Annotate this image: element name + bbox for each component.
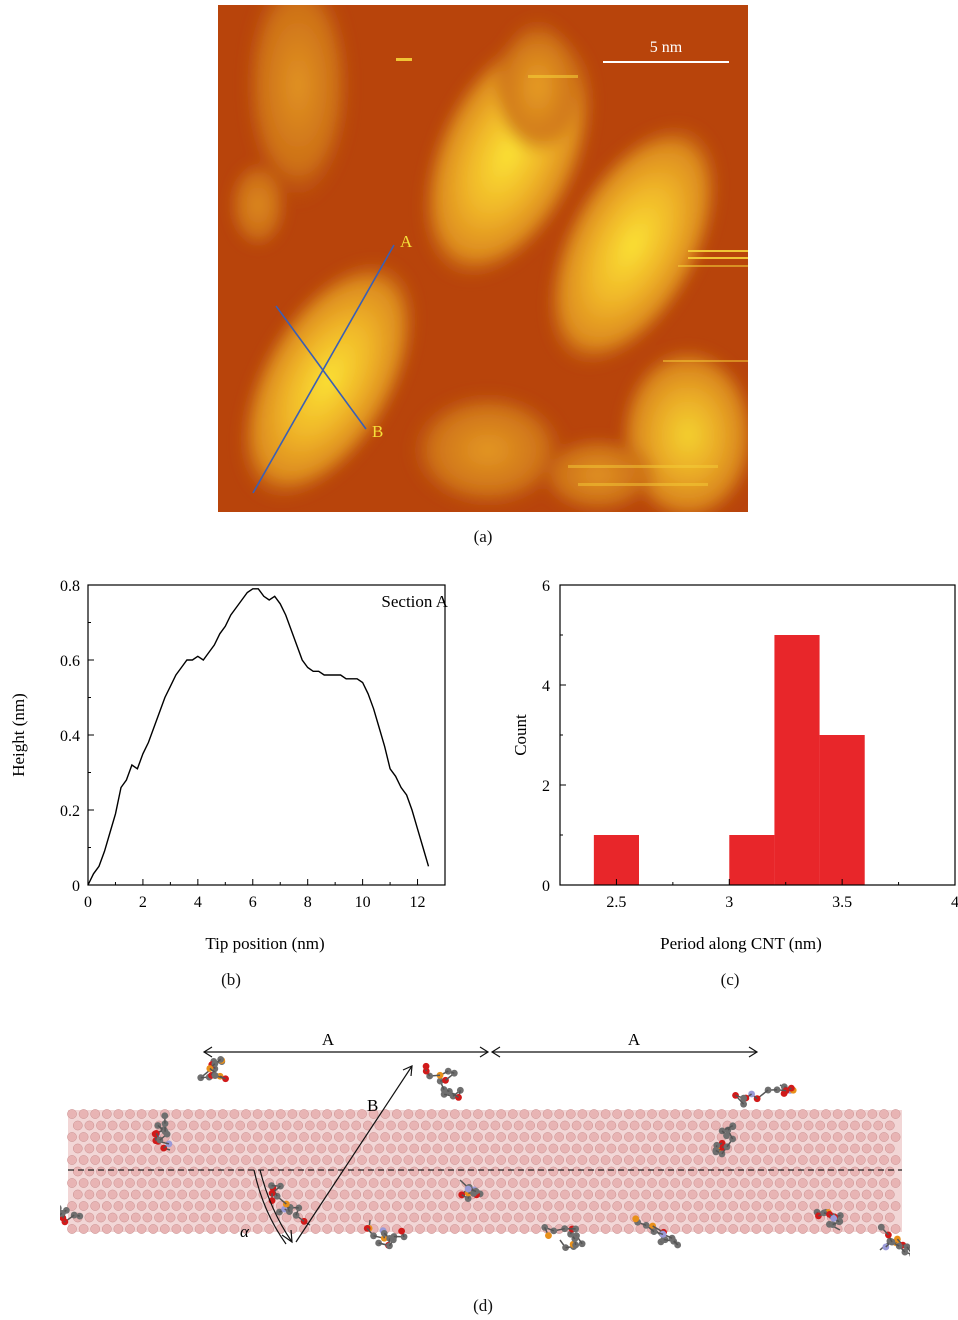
period-label-a2: A (628, 1030, 641, 1049)
y-tick-label: 0 (72, 878, 80, 895)
cnt-dna-model: A A B α (60, 1030, 910, 1257)
y-tick-label: 0.4 (60, 728, 80, 745)
y-axis-label: Count (511, 714, 530, 756)
histogram-bar (593, 835, 639, 885)
dna-strand (60, 1055, 910, 1257)
caption-b: (b) (221, 970, 241, 989)
angle-arc (259, 1169, 293, 1243)
histogram-bar (819, 735, 865, 885)
section-a-annotation: Section A (381, 592, 448, 611)
height-profile-chart: 0 2 4 6 8 10 12 0 0.2 0.4 0.6 0.8 Section A Tip pos… (9, 578, 449, 953)
histogram-bar (729, 835, 775, 885)
x-tick-label: 0 (84, 894, 92, 911)
y-tick-label: 0.8 (60, 578, 80, 595)
section-label-a: A (400, 232, 413, 251)
x-axis-label: Period along CNT (nm) (660, 934, 822, 953)
y-tick-label: 4 (542, 678, 550, 695)
x-tick-label: 8 (304, 894, 312, 911)
y-tick-label: 6 (542, 578, 550, 595)
section-line-a (252, 244, 395, 494)
y-tick-label: 0.2 (60, 803, 80, 820)
section-label-b: B (372, 422, 383, 441)
caption-a: (a) (473, 527, 493, 546)
x-tick-label: 4 (951, 894, 958, 911)
x-tick-label: 3 (725, 894, 733, 911)
scale-bar-label: 5 nm (650, 39, 683, 56)
height-profile-line (87, 588, 430, 886)
y-tick-label: 0 (542, 878, 550, 895)
x-tick-label: 3.5 (832, 894, 852, 911)
x-axis-label: Tip position (nm) (205, 934, 324, 953)
stm-image: 5 nm A B (218, 0, 758, 525)
carbon-nanotube (67, 1109, 902, 1234)
x-tick-label: 10 (355, 894, 371, 911)
x-tick-label: 6 (249, 894, 257, 911)
y-tick-label: 2 (542, 778, 550, 795)
histogram-bar (774, 635, 820, 885)
x-tick-label: 2.5 (606, 894, 626, 911)
stm-image-panel: 5 nm A B (218, 0, 758, 525)
x-tick-label: 4 (194, 894, 202, 911)
y-axis-label: Height (nm) (9, 693, 28, 777)
pitch-arrow (295, 1065, 413, 1243)
plot-frame (87, 584, 446, 886)
caption-c: (c) (720, 970, 740, 989)
angle-label-alpha: α (240, 1222, 250, 1241)
period-histogram-chart: 2.5 3 3.5 4 0 2 4 6 Period along CNT (nm) Count (511, 578, 958, 953)
x-tick-label: 2 (139, 894, 147, 911)
pitch-label-b: B (367, 1096, 378, 1115)
y-tick-label: 0.6 (60, 653, 80, 670)
x-tick-label: 12 (410, 894, 426, 911)
section-line-b (275, 305, 367, 430)
caption-d: (d) (473, 1296, 493, 1315)
period-label-a1: A (322, 1030, 335, 1049)
